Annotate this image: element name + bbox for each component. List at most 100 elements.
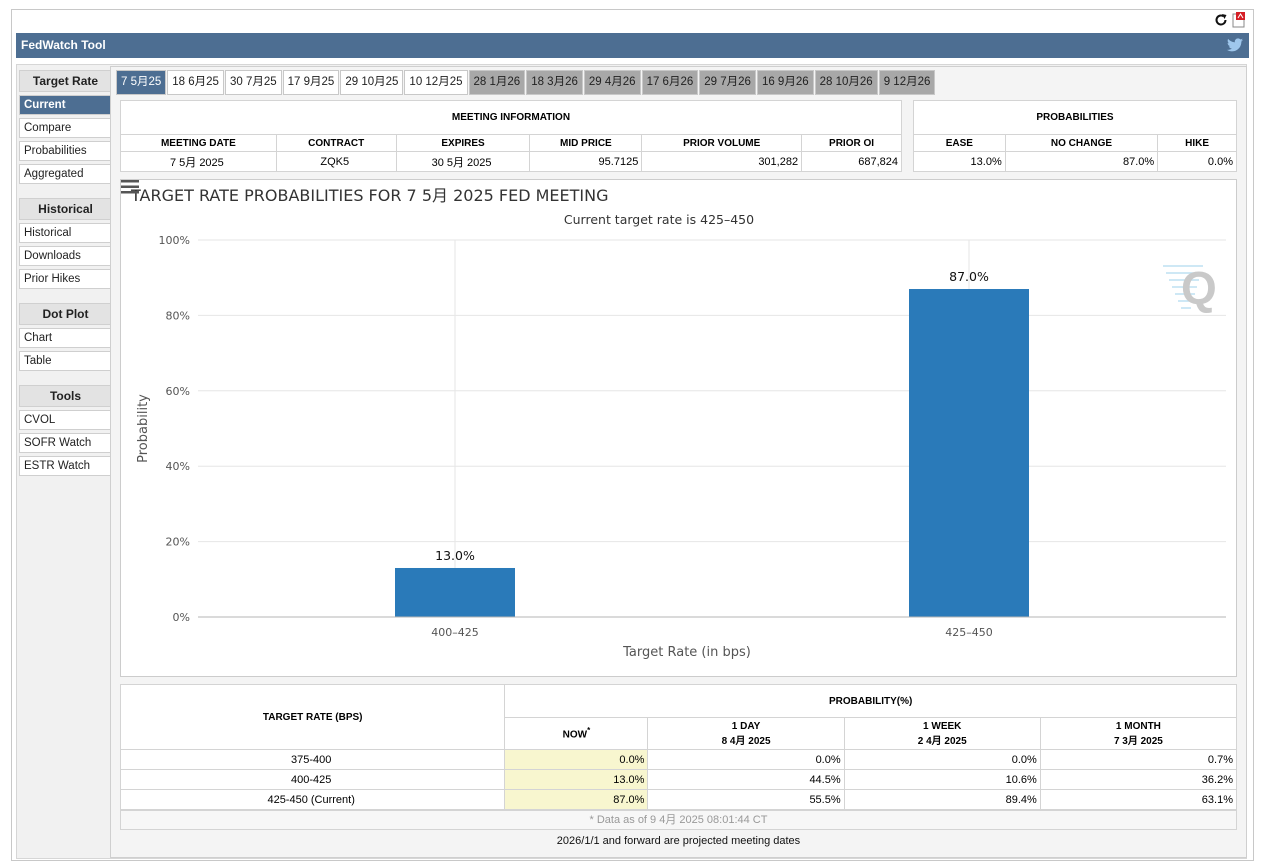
meeting-info-header: EXPIRES	[395, 134, 531, 152]
sidebar-item-prior-hikes[interactable]: Prior Hikes	[19, 269, 112, 289]
sidebar-item-downloads[interactable]: Downloads	[19, 246, 112, 266]
y-tick-label: 0%	[173, 611, 190, 624]
meeting-info-header: PRIOR OI	[801, 134, 902, 152]
sidebar-item-current[interactable]: Current	[19, 95, 112, 115]
meeting-info-header: MEETING DATE	[120, 134, 277, 152]
probability-cell: 63.1%	[1039, 789, 1238, 810]
probabilities-value: 0.0%	[1157, 151, 1237, 172]
x-axis-title: Target Rate (in bps)	[622, 645, 751, 660]
sidebar-item-estr-watch[interactable]: ESTR Watch	[19, 456, 112, 476]
probability-chart: TARGET RATE PROBABILITIES FOR 7 5月 2025 …	[120, 179, 1237, 677]
table-row: 375-400 0.0% 0.0% 0.0% 0.7%	[119, 749, 1238, 770]
probabilities-table: PROBABILITIES EASE NO CHANGE HIKE 13.0% 87.…	[913, 100, 1237, 172]
sidebar-item-sofr-watch[interactable]: SOFR Watch	[19, 433, 112, 453]
meeting-info-value: 30 5月 2025	[395, 151, 531, 172]
period-label: 1 MONTH	[1115, 720, 1161, 732]
tab-meeting-7[interactable]: 18 3月26	[526, 70, 583, 95]
bar-data-label: 87.0%	[949, 269, 989, 284]
meeting-tabs: 7 5月25 18 6月25 30 7月25 17 9月25 29 10月25 10 12…	[116, 70, 936, 95]
probability-cell: 55.5%	[647, 789, 845, 810]
bar-425–450[interactable]	[909, 289, 1029, 617]
period-label: 1 WEEK	[923, 720, 962, 732]
probability-period-header: NOW*	[504, 717, 649, 750]
chart-title: TARGET RATE PROBABILITIES FOR 7 5月 2025 …	[130, 186, 609, 205]
meeting-info-title: MEETING INFORMATION	[120, 100, 902, 135]
tab-meeting-10[interactable]: 29 7月26	[699, 70, 756, 95]
probability-cell: 87.0%	[504, 789, 649, 810]
tab-meeting-9[interactable]: 17 6月26	[641, 70, 699, 95]
probabilities-header: HIKE	[1157, 134, 1237, 152]
probability-cell: 44.5%	[647, 769, 845, 790]
sidebar-heading-historical: Historical	[19, 198, 112, 220]
sidebar-heading-dot-plot: Dot Plot	[19, 303, 112, 325]
target-rate-cell: 400-425	[119, 769, 506, 790]
y-tick-label: 100%	[159, 234, 190, 247]
period-label: NOW*	[562, 726, 591, 741]
period-date: 8 4月 2025	[721, 735, 771, 747]
tab-meeting-13[interactable]: 9 12月26	[878, 70, 936, 95]
probability-cell: 36.2%	[1039, 769, 1238, 790]
table-row: 425-450 (Current) 87.0% 55.5% 89.4% 63.1%	[119, 789, 1238, 810]
data-as-of-footnote: * Data as of 9 4月 2025 08:01:44 CT	[120, 810, 1237, 830]
tab-meeting-11[interactable]: 16 9月26	[756, 70, 814, 95]
meeting-info-value: 95.7125	[529, 151, 643, 172]
tab-meeting-8[interactable]: 29 4月26	[583, 70, 641, 95]
probability-cell: 10.6%	[843, 769, 1041, 790]
svg-text:Q: Q	[1181, 262, 1217, 314]
refresh-icon[interactable]	[1214, 13, 1228, 27]
y-tick-label: 60%	[166, 385, 190, 398]
sidebar-item-chart[interactable]: Chart	[19, 328, 112, 348]
title-bar: FedWatch Tool	[16, 33, 1249, 58]
y-tick-label: 20%	[166, 536, 190, 549]
twitter-icon[interactable]	[1227, 38, 1243, 52]
sidebar-gap	[19, 374, 112, 385]
q-watermark-logo: Q	[1163, 262, 1217, 314]
y-tick-label: 40%	[166, 460, 190, 473]
sidebar-item-probabilities[interactable]: Probabilities	[19, 141, 112, 161]
bar-400–425[interactable]	[395, 567, 515, 617]
sidebar-item-historical[interactable]: Historical	[19, 223, 112, 243]
period-date: 2 4月 2025	[917, 735, 967, 747]
probability-cell: 13.0%	[504, 769, 649, 790]
probability-cell: 0.0%	[504, 749, 649, 770]
tab-meeting-1[interactable]: 18 6月25	[167, 70, 224, 95]
sidebar-heading-tools: Tools	[19, 385, 112, 407]
sidebar-gap	[19, 187, 112, 198]
app-title: FedWatch Tool	[21, 38, 106, 52]
probability-cell: 0.0%	[647, 749, 845, 770]
sidebar-item-compare[interactable]: Compare	[19, 118, 112, 138]
probability-period-header: 1 DAY 8 4月 2025	[647, 717, 845, 750]
meeting-info-header: CONTRACT	[275, 134, 397, 152]
top-icons	[1212, 12, 1252, 30]
meeting-info-value: 301,282	[641, 151, 803, 172]
pdf-icon[interactable]	[1232, 12, 1246, 28]
footnote-star: *	[587, 726, 591, 736]
tab-meeting-4[interactable]: 29 10月25	[340, 70, 404, 95]
probability-group-header: PROBABILITY(%)	[504, 684, 1237, 718]
target-rate-cell: 425-450 (Current)	[119, 789, 506, 810]
projected-dates-note: 2026/1/1 and forward are projected meeti…	[556, 835, 801, 847]
tab-meeting-0[interactable]: 7 5月25	[116, 70, 167, 95]
tab-meeting-5[interactable]: 10 12月25	[404, 70, 468, 95]
probabilities-value: 87.0%	[1004, 151, 1159, 172]
target-rate-header: TARGET RATE (BPS)	[119, 684, 506, 750]
y-tick-label: 80%	[166, 309, 190, 322]
tab-meeting-3[interactable]: 17 9月25	[282, 70, 340, 95]
hamburger-menu-icon[interactable]	[121, 180, 139, 194]
tab-meeting-12[interactable]: 28 10月26	[814, 70, 878, 95]
probability-history-table: TARGET RATE (BPS) PROBABILITY(%) NOW* 1 D…	[119, 684, 1238, 810]
tab-meeting-2[interactable]: 30 7月25	[224, 70, 282, 95]
y-axis-title: Probability	[136, 394, 151, 463]
bar-data-label: 13.0%	[435, 548, 475, 563]
sidebar-item-table[interactable]: Table	[19, 351, 112, 371]
meeting-info-value: 687,824	[801, 151, 902, 172]
tab-meeting-6[interactable]: 28 1月26	[468, 70, 526, 95]
meeting-info-value: 7 5月 2025	[120, 151, 277, 172]
probability-cell: 0.0%	[843, 749, 1041, 770]
sidebar-item-aggregated[interactable]: Aggregated	[19, 164, 112, 184]
target-rate-cell: 375-400	[119, 749, 506, 770]
bar-chart-svg: TARGET RATE PROBABILITIES FOR 7 5月 2025 …	[130, 186, 1226, 660]
sidebar-item-cvol[interactable]: CVOL	[19, 410, 112, 430]
probability-cell: 0.7%	[1039, 749, 1238, 770]
x-tick-label: 425–450	[945, 626, 993, 639]
